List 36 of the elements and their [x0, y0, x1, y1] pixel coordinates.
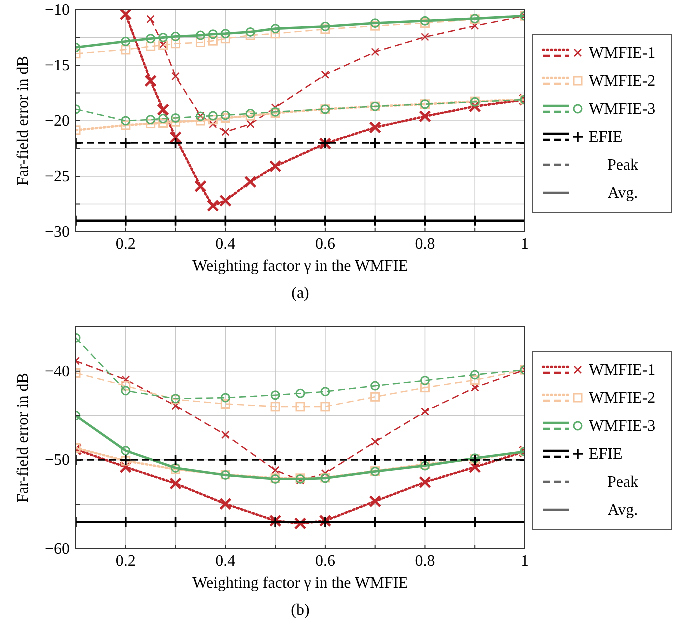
x-tick-label: 1: [521, 553, 529, 570]
x-tick-label: 0.8: [415, 236, 436, 253]
x-tick-label: 1: [521, 236, 529, 253]
x-tick-label: 0.2: [116, 553, 136, 570]
x-axis-title: Weighting factor γ in the WMFIE: [192, 575, 408, 592]
legend-label: WMFIE-1: [589, 45, 656, 62]
x-tick-label: 0.6: [315, 236, 336, 253]
y-axis-title: Far-field error in dB: [15, 56, 32, 186]
y-tick-label: −60: [44, 541, 70, 558]
text: Peak: [607, 474, 639, 491]
x-tick-label: 0.6: [315, 553, 336, 570]
legend-label: WMFIE-3: [589, 101, 656, 118]
y-tick-label: −20: [44, 113, 70, 130]
legend-label: WMFIE-1: [589, 362, 656, 379]
y-tick-label: −10: [44, 2, 70, 19]
x-axis-title: Weighting factor γ in the WMFIE: [192, 258, 408, 275]
x-tick-label: 0.2: [116, 236, 136, 253]
legend-label: WMFIE-2: [589, 390, 656, 407]
text: Peak: [607, 157, 639, 174]
y-tick-label: −40: [44, 363, 70, 380]
text: Avg.: [608, 185, 638, 202]
y-tick-label: −30: [44, 224, 70, 241]
x-tick-label: 0.4: [216, 553, 236, 570]
text: (a): [292, 285, 310, 302]
y-tick-label: −15: [44, 58, 70, 74]
y-tick-label: −25: [44, 168, 70, 186]
y-tick-label: −50: [44, 452, 70, 470]
legend-label: EFIE: [589, 446, 623, 463]
legend-label: EFIE: [589, 129, 623, 146]
x-tick-label: 0.4: [216, 236, 236, 253]
x-tick-label: 0.8: [415, 553, 436, 570]
y-axis-title: Far-field error in dB: [15, 373, 32, 503]
legend-label: WMFIE-2: [589, 73, 656, 90]
legend-label: WMFIE-3: [589, 418, 656, 435]
text: Avg.: [608, 502, 638, 519]
text: (b): [291, 602, 310, 619]
